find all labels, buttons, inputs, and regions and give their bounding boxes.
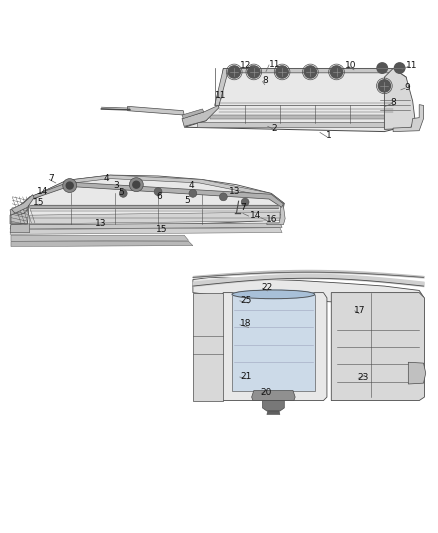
- Circle shape: [378, 80, 391, 92]
- Polygon shape: [408, 362, 426, 384]
- Polygon shape: [197, 122, 402, 127]
- Circle shape: [189, 189, 197, 197]
- Polygon shape: [127, 107, 184, 115]
- Text: 14: 14: [37, 187, 49, 196]
- Circle shape: [276, 66, 288, 78]
- Polygon shape: [385, 68, 415, 130]
- Polygon shape: [11, 197, 30, 224]
- Circle shape: [228, 66, 240, 78]
- Text: 17: 17: [354, 305, 365, 314]
- Polygon shape: [11, 235, 188, 241]
- Polygon shape: [10, 175, 284, 225]
- Text: 23: 23: [357, 373, 369, 382]
- Text: 9: 9: [404, 83, 410, 92]
- Polygon shape: [193, 277, 424, 303]
- Text: 20: 20: [260, 388, 272, 397]
- Polygon shape: [10, 195, 34, 215]
- Circle shape: [133, 181, 140, 188]
- Polygon shape: [10, 228, 282, 235]
- Text: 8: 8: [390, 99, 396, 107]
- Polygon shape: [32, 175, 284, 206]
- Polygon shape: [220, 293, 327, 400]
- Polygon shape: [262, 400, 284, 411]
- Circle shape: [394, 63, 405, 73]
- Text: 13: 13: [95, 220, 106, 228]
- Polygon shape: [30, 212, 280, 224]
- Text: 10: 10: [345, 61, 357, 70]
- Ellipse shape: [232, 290, 315, 298]
- Polygon shape: [184, 68, 406, 132]
- Text: 5: 5: [184, 196, 190, 205]
- Polygon shape: [10, 223, 282, 229]
- Text: 4: 4: [188, 181, 194, 190]
- Polygon shape: [11, 241, 193, 246]
- Text: 25: 25: [240, 295, 251, 304]
- Text: 7: 7: [48, 174, 54, 183]
- Polygon shape: [182, 106, 219, 126]
- Polygon shape: [210, 115, 397, 118]
- Text: 7: 7: [240, 203, 246, 212]
- Circle shape: [304, 66, 317, 78]
- Text: 2: 2: [271, 124, 277, 133]
- Circle shape: [66, 182, 73, 189]
- Text: 18: 18: [240, 319, 251, 328]
- Text: 11: 11: [406, 61, 418, 70]
- Text: 8: 8: [262, 76, 268, 85]
- Circle shape: [330, 66, 343, 78]
- Text: 15: 15: [156, 224, 167, 233]
- Text: 3: 3: [114, 181, 120, 190]
- Text: 21: 21: [240, 372, 251, 381]
- Text: 15: 15: [33, 198, 44, 207]
- Circle shape: [241, 198, 249, 206]
- Polygon shape: [215, 68, 393, 106]
- Text: 16: 16: [266, 215, 278, 224]
- Text: 22: 22: [261, 283, 273, 292]
- Polygon shape: [267, 411, 280, 415]
- Polygon shape: [10, 224, 30, 232]
- Text: 11: 11: [215, 91, 226, 100]
- Polygon shape: [267, 202, 285, 225]
- Circle shape: [63, 179, 77, 192]
- Text: 5: 5: [118, 188, 124, 197]
- Circle shape: [119, 189, 127, 197]
- Circle shape: [248, 66, 260, 78]
- Text: 1: 1: [325, 132, 332, 140]
- Circle shape: [154, 188, 162, 196]
- Circle shape: [219, 193, 227, 201]
- Text: 6: 6: [156, 192, 162, 201]
- Polygon shape: [232, 295, 315, 391]
- Polygon shape: [252, 391, 295, 400]
- Text: 12: 12: [240, 61, 252, 70]
- Circle shape: [129, 177, 143, 192]
- Polygon shape: [193, 293, 223, 400]
- Text: 13: 13: [229, 187, 240, 196]
- Polygon shape: [28, 182, 283, 207]
- Polygon shape: [182, 109, 204, 118]
- Circle shape: [377, 63, 388, 73]
- Polygon shape: [331, 293, 424, 400]
- Text: 14: 14: [250, 211, 261, 220]
- Text: 4: 4: [104, 174, 110, 183]
- Polygon shape: [393, 104, 424, 132]
- Text: 11: 11: [269, 60, 281, 69]
